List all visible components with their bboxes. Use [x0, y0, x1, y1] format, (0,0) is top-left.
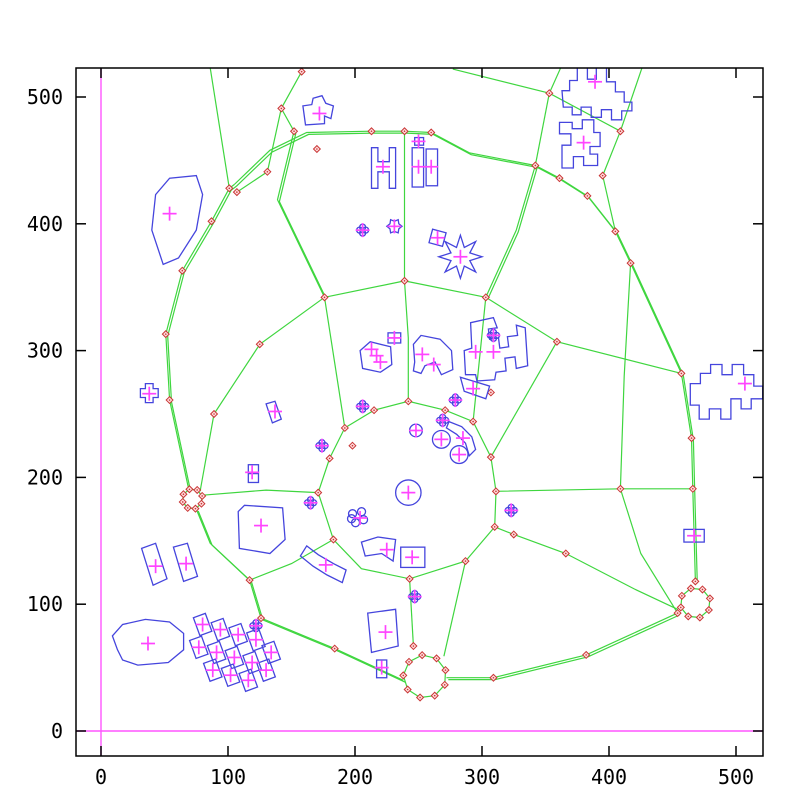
- building-footprint-circle: [431, 429, 451, 449]
- building-footprint: [256, 658, 277, 683]
- road: [199, 296, 325, 492]
- road: [619, 263, 632, 489]
- x-tick-label: 200: [337, 765, 373, 789]
- roundabout: [182, 488, 203, 510]
- road: [602, 130, 621, 232]
- building-footprint-star: [436, 233, 485, 281]
- road: [276, 131, 326, 298]
- x-tick-label: 300: [464, 765, 500, 789]
- x-tick-label: 100: [210, 765, 246, 789]
- x-tick-label: 400: [591, 765, 627, 789]
- building-footprint: [400, 546, 426, 569]
- y-tick-label: 100: [27, 592, 63, 616]
- junction-nodes: [161, 68, 715, 702]
- building-footprint: [228, 622, 249, 647]
- road: [443, 560, 467, 657]
- map-layers: [76, 68, 763, 756]
- building-footprint-flower: [347, 509, 358, 519]
- road: [249, 538, 334, 581]
- road: [534, 93, 550, 166]
- road: [195, 508, 262, 619]
- building-footprint: [689, 363, 763, 420]
- road: [493, 612, 678, 679]
- building-footprint: [188, 635, 209, 660]
- road-second-lane: [487, 167, 538, 300]
- road-second-lane: [235, 132, 698, 584]
- building-footprint: [370, 147, 397, 189]
- building-footprint: [360, 536, 397, 563]
- x-tick-label: 500: [718, 765, 754, 789]
- building-footprint: [139, 382, 159, 404]
- building-footprint: [206, 640, 227, 665]
- y-tick-label: 500: [27, 85, 63, 109]
- centroid-crosses: [140, 74, 752, 688]
- building-footprint: [140, 542, 168, 587]
- buildings: [111, 68, 763, 693]
- y-tick-label: 200: [27, 465, 63, 489]
- road: [202, 489, 319, 496]
- road: [280, 71, 303, 132]
- building-footprint: [428, 228, 447, 248]
- road: [233, 130, 696, 582]
- road: [403, 131, 409, 402]
- road: [404, 280, 486, 298]
- building-footprint: [366, 608, 399, 654]
- road-second-lane: [278, 132, 327, 300]
- building-footprint: [245, 627, 266, 652]
- y-tick-label: 400: [27, 212, 63, 236]
- building-footprint: [242, 650, 263, 675]
- building-footprint: [224, 645, 245, 670]
- building-footprint: [261, 640, 282, 665]
- building-footprint: [463, 316, 529, 382]
- building-footprint: [302, 94, 335, 126]
- building-footprint-circle: [394, 479, 422, 506]
- building-footprint: [151, 174, 204, 266]
- road-second-lane: [167, 185, 237, 491]
- plot-frame: 0 100 200 300 400 500 0 100 200 300 400 500: [27, 67, 764, 789]
- zero-axis-lines: [76, 68, 763, 756]
- road: [324, 280, 405, 298]
- building-footprint: [561, 68, 633, 121]
- y-tick-label: 300: [27, 339, 63, 363]
- building-footprint: [459, 376, 491, 400]
- building-footprint: [172, 542, 199, 583]
- roundabout: [680, 587, 711, 619]
- building-footprint: [375, 659, 388, 679]
- road: [472, 297, 487, 422]
- road: [323, 297, 346, 428]
- roundabout: [402, 654, 447, 699]
- building-footprint: [202, 658, 223, 683]
- building-footprint: [192, 612, 213, 637]
- road: [409, 578, 414, 647]
- road: [495, 488, 693, 492]
- building-footprint-star: [385, 218, 404, 234]
- road: [165, 184, 235, 489]
- building-footprint: [111, 618, 185, 666]
- building-footprint: [238, 668, 259, 693]
- road: [490, 341, 558, 458]
- building-footprint-flower: [356, 507, 367, 517]
- building-footprint: [558, 119, 601, 169]
- road: [548, 68, 562, 94]
- road-second-lane: [197, 510, 264, 621]
- road: [619, 488, 679, 614]
- building-footprint: [237, 504, 286, 555]
- road: [209, 68, 230, 189]
- building-footprint: [265, 400, 283, 424]
- x-tick-label: 0: [95, 765, 107, 789]
- y-tick-label: 0: [51, 719, 63, 743]
- building-footprint: [220, 663, 241, 688]
- building-footprint: [412, 334, 454, 376]
- building-footprint: [445, 420, 477, 458]
- building-footprint-circle: [449, 445, 469, 465]
- building-footprint: [299, 544, 347, 584]
- road: [619, 68, 643, 132]
- building-footprint: [210, 617, 231, 642]
- road: [485, 165, 536, 298]
- building-footprint: [359, 340, 393, 373]
